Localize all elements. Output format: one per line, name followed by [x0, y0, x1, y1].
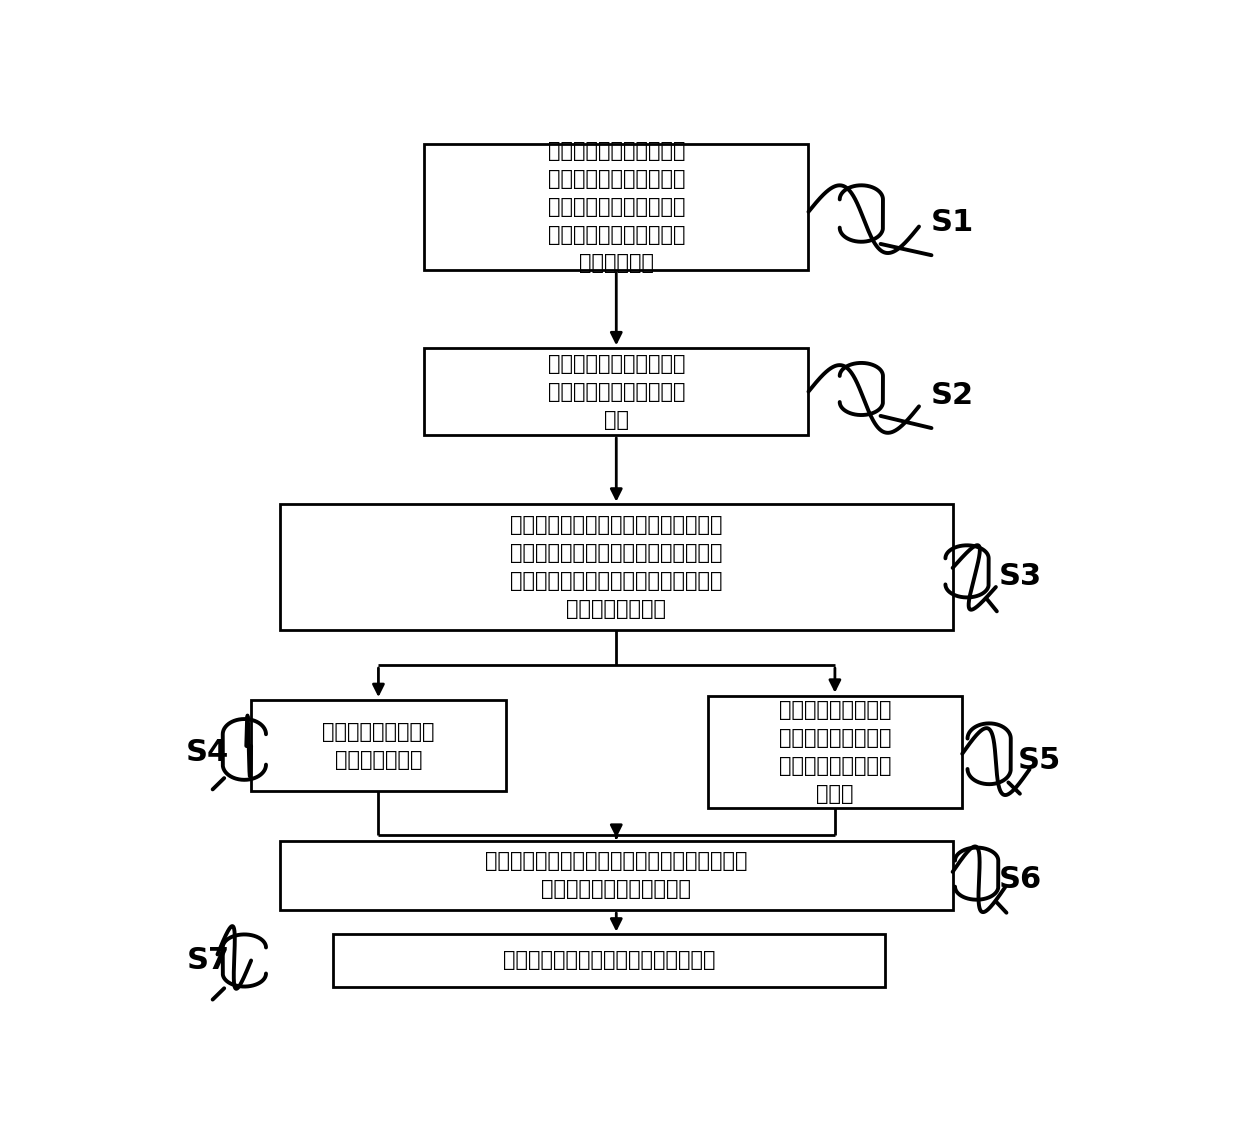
Text: 根据所述回归向量和
转速误差由投影自适
应律得到自适应参数
估计值: 根据所述回归向量和 转速误差由投影自适 应律得到自适应参数 估计值 [779, 700, 892, 804]
FancyBboxPatch shape [424, 144, 808, 270]
FancyBboxPatch shape [280, 840, 952, 910]
Text: 发送所述控制电机电流至永磁同步电机: 发送所述控制电机电流至永磁同步电机 [503, 951, 715, 970]
FancyBboxPatch shape [332, 934, 885, 987]
FancyBboxPatch shape [424, 349, 808, 435]
Text: 根据获取的非光滑控制项、自适应参数估计值和
回归向量得到控制电机电流: 根据获取的非光滑控制项、自适应参数估计值和 回归向量得到控制电机电流 [485, 852, 748, 899]
Text: 预设永磁同步电机转子的
给定位置轨迹，所述给定
位置轨迹包括给定转角位
置、给定转子转速和给定
转子加速度。: 预设永磁同步电机转子的 给定位置轨迹，所述给定 位置轨迹包括给定转角位 置、给定… [548, 141, 684, 273]
FancyBboxPatch shape [250, 699, 506, 791]
Text: S7: S7 [186, 946, 229, 975]
Text: S3: S3 [998, 562, 1042, 591]
FancyBboxPatch shape [708, 696, 962, 809]
Text: S4: S4 [186, 738, 229, 767]
Text: 根据所述转速误差获
取非光滑控制项: 根据所述转速误差获 取非光滑控制项 [322, 722, 435, 769]
Text: S1: S1 [931, 208, 975, 237]
FancyBboxPatch shape [280, 504, 952, 631]
Text: S5: S5 [1018, 747, 1060, 775]
Text: 获取永磁同步电机转子的
当前转角位置和当前转子
转速: 获取永磁同步电机转子的 当前转角位置和当前转子 转速 [548, 353, 684, 430]
Text: S6: S6 [998, 865, 1042, 895]
Text: S2: S2 [931, 381, 975, 411]
Text: 计算所述给定转子转速和当前转子转速
的转速误差，并根据给定转角位置、给
定转子转速、当前转角位置和当前转子
转速得到回归向量: 计算所述给定转子转速和当前转子转速 的转速误差，并根据给定转角位置、给 定转子转… [510, 515, 723, 619]
